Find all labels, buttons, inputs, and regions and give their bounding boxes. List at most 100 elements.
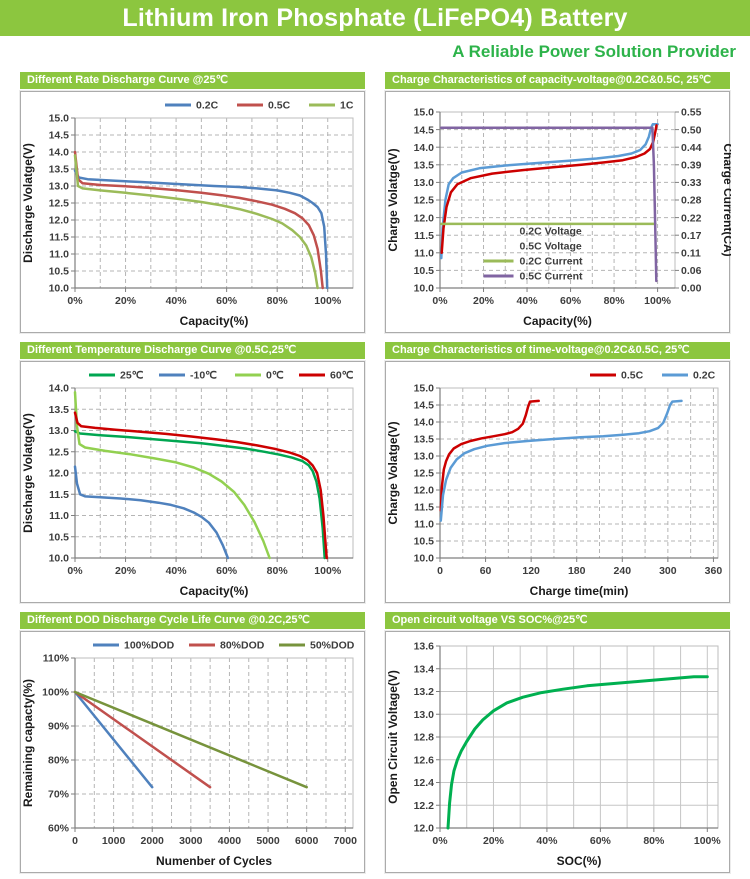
series-0.5C Voltage — [440, 124, 658, 255]
svg-text:120: 120 — [522, 565, 540, 577]
svg-text:0.33: 0.33 — [681, 177, 702, 189]
chart-title-bar: Charge Characteristics of time-voltage@0… — [385, 342, 730, 359]
svg-text:10.5: 10.5 — [414, 536, 435, 548]
svg-text:1000: 1000 — [102, 835, 126, 847]
chart-panel-rate-discharge: Different Rate Discharge Curve @25℃ 15.0… — [20, 72, 365, 333]
svg-text:10.0: 10.0 — [49, 283, 70, 295]
svg-text:7000: 7000 — [334, 835, 358, 847]
chart-title-bar: Different DOD Discharge Cycle Life Curve… — [20, 612, 365, 629]
svg-text:40%: 40% — [166, 565, 188, 577]
svg-text:70%: 70% — [48, 789, 70, 801]
svg-text:0.17: 0.17 — [681, 230, 702, 242]
svg-text:0%: 0% — [67, 565, 83, 577]
svg-text:0.22: 0.22 — [681, 212, 702, 224]
x-axis-label: Capacity(%) — [523, 314, 592, 328]
svg-text:0: 0 — [437, 565, 443, 577]
svg-text:12.5: 12.5 — [49, 198, 70, 210]
svg-text:0.06: 0.06 — [681, 265, 702, 277]
x-axis-label: Numenber of Cycles — [156, 854, 272, 868]
x-axis-label: Charge time(min) — [530, 584, 629, 598]
svg-text:360: 360 — [705, 565, 723, 577]
svg-text:100%: 100% — [694, 835, 722, 847]
x-axis-label: Capacity(%) — [180, 314, 249, 328]
chart-box: 15.0 14.5 14.0 13.5 13.0 12.5 12.0 11.5 11.0 10.5… — [20, 91, 365, 333]
svg-text:11.0: 11.0 — [414, 247, 434, 259]
chart-title-bar: Different Rate Discharge Curve @25℃ — [20, 72, 365, 89]
svg-text:14.0: 14.0 — [49, 383, 70, 395]
svg-text:80%: 80% — [604, 295, 626, 307]
svg-text:11.5: 11.5 — [414, 502, 434, 514]
svg-text:0.2C Voltage: 0.2C Voltage — [520, 226, 582, 238]
svg-text:90%: 90% — [48, 721, 70, 733]
svg-text:12.5: 12.5 — [414, 195, 435, 207]
svg-text:10.5: 10.5 — [49, 266, 70, 278]
chart-panel-ocv-soc: Open circuit voltage VS SOC%@25℃ 13.6 13.… — [385, 612, 730, 873]
svg-text:180: 180 — [568, 565, 586, 577]
svg-text:12.0: 12.0 — [414, 485, 435, 497]
svg-text:80%: 80% — [267, 565, 289, 577]
svg-text:13.5: 13.5 — [49, 404, 70, 416]
svg-text:40%: 40% — [517, 295, 539, 307]
svg-text:40%: 40% — [166, 295, 188, 307]
svg-text:0.39: 0.39 — [681, 159, 702, 171]
gridlines — [440, 387, 718, 558]
svg-text:80%DOD: 80%DOD — [220, 640, 265, 652]
svg-text:13.6: 13.6 — [414, 641, 435, 653]
svg-text:11.5: 11.5 — [49, 489, 69, 501]
svg-text:12.8: 12.8 — [414, 732, 435, 744]
svg-text:11.5: 11.5 — [49, 232, 69, 244]
chart-panel-charge-capacity-voltage: Charge Characteristics of capacity-volta… — [385, 72, 731, 333]
series-25℃ — [73, 430, 326, 560]
svg-text:60: 60 — [480, 565, 492, 577]
svg-text:15.0: 15.0 — [414, 383, 435, 395]
series-100%DOD — [73, 690, 154, 789]
tick-labels: 15.0 0.55 14.5 0.50 14.0 0.44 13.5 0.39 13.0 0.33… — [414, 107, 702, 307]
dod-cycle-life-chart: 110% 100% 90% 80% 70% 60%0 1000 2000 3000 4000 500… — [21, 640, 358, 868]
series-0.5C Current — [440, 126, 658, 283]
svg-text:11.5: 11.5 — [414, 230, 434, 242]
svg-text:13.0: 13.0 — [49, 425, 70, 437]
svg-text:60%: 60% — [48, 823, 70, 835]
svg-text:14.0: 14.0 — [414, 142, 435, 154]
svg-text:0%: 0% — [432, 295, 448, 307]
svg-text:13.5: 13.5 — [49, 164, 70, 176]
chart-panel-temperature-discharge: Different Temperature Discharge Curve @0… — [20, 342, 365, 603]
svg-text:25℃: 25℃ — [120, 370, 144, 382]
svg-text:12.5: 12.5 — [414, 468, 435, 480]
tick-labels: 15.0 14.5 14.0 13.5 13.0 12.5 12.0 11.5 11.0 10.5… — [414, 383, 723, 577]
svg-text:13.2: 13.2 — [414, 686, 435, 698]
svg-text:0.2C: 0.2C — [196, 100, 219, 112]
x-axis-label: SOC(%) — [557, 854, 602, 868]
chart-box: 15.0 14.5 14.0 13.5 13.0 12.5 12.0 11.5 11.0 10.5… — [385, 361, 730, 603]
chart-panel-dod-cycle-life: Different DOD Discharge Cycle Life Curve… — [20, 612, 365, 873]
page-title: Lithium Iron Phosphate (LiFePO4) Battery — [122, 3, 628, 32]
chart-box: 15.0 0.55 14.5 0.50 14.0 0.44 13.5 0.39 13.0 0.33… — [385, 91, 731, 333]
svg-text:12.0: 12.0 — [414, 823, 435, 835]
svg-text:0: 0 — [72, 835, 78, 847]
svg-text:0%: 0% — [67, 295, 83, 307]
svg-text:0.5C Current: 0.5C Current — [520, 271, 584, 283]
svg-text:12.2: 12.2 — [414, 800, 435, 812]
y-axis-label: Discharge Volatge(V) — [21, 413, 35, 533]
svg-text:15.0: 15.0 — [49, 113, 70, 125]
tick-labels: 14.0 13.5 13.0 12.5 12.0 11.5 11.0 10.5 10.00% 20… — [49, 383, 342, 577]
svg-text:300: 300 — [659, 565, 677, 577]
svg-text:80%: 80% — [267, 295, 289, 307]
svg-text:12.4: 12.4 — [414, 777, 435, 789]
svg-text:20%: 20% — [473, 295, 495, 307]
svg-text:6000: 6000 — [295, 835, 319, 847]
svg-text:10.0: 10.0 — [414, 283, 435, 295]
svg-text:15.0: 15.0 — [414, 107, 435, 119]
svg-text:60%: 60% — [560, 295, 582, 307]
svg-text:14.0: 14.0 — [49, 147, 70, 159]
series-1C — [73, 154, 319, 290]
svg-text:2000: 2000 — [141, 835, 165, 847]
svg-text:0.11: 0.11 — [681, 247, 701, 259]
series-50%DOD — [73, 690, 308, 789]
svg-text:100%DOD: 100%DOD — [124, 640, 175, 652]
gridlines — [440, 645, 718, 828]
svg-text:20%: 20% — [115, 295, 137, 307]
svg-text:13.5: 13.5 — [414, 434, 435, 446]
svg-text:20%: 20% — [483, 835, 505, 847]
legend: 0.2C Voltage 0.5C Voltage 0.2C Current 0.5C… — [483, 226, 584, 283]
